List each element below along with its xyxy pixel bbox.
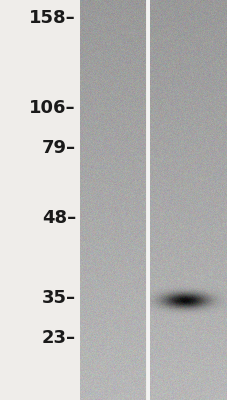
Text: 106–: 106– bbox=[29, 99, 76, 117]
Text: 79–: 79– bbox=[42, 139, 76, 157]
Text: 35–: 35– bbox=[42, 289, 76, 307]
Text: 158–: 158– bbox=[29, 9, 76, 27]
Text: 48–: 48– bbox=[42, 209, 76, 227]
Text: 23–: 23– bbox=[42, 329, 76, 347]
